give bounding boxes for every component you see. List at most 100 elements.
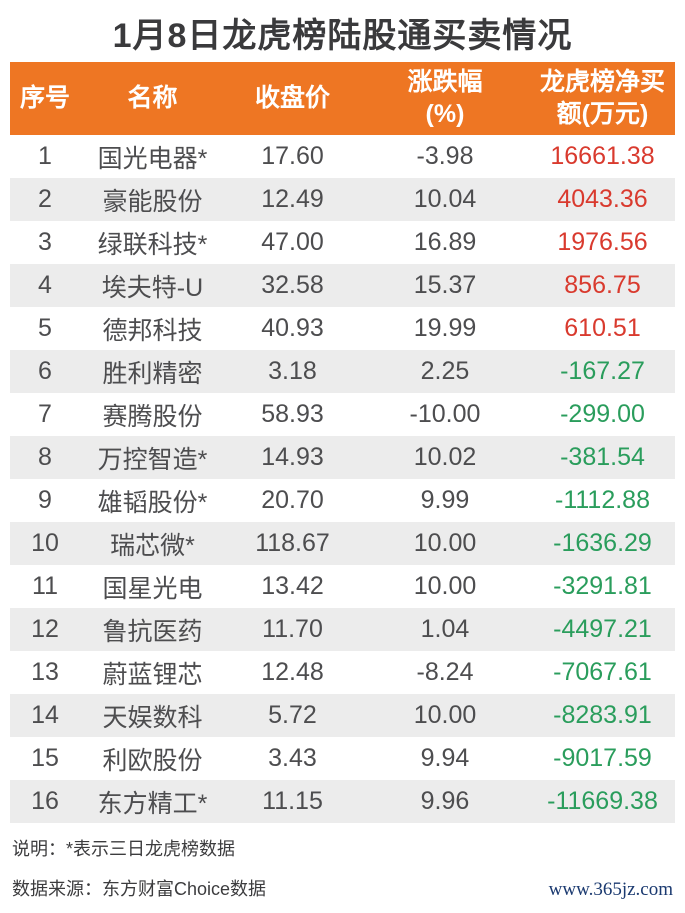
close-price: 13.42	[261, 572, 324, 600]
site-link[interactable]: www.365jz.com	[548, 879, 673, 900]
change-percent: 10.02	[413, 443, 477, 471]
table-header: 序号 名称 收盘价 涨跌幅 (%) 龙虎榜净买 额(万元)	[10, 62, 675, 135]
table-row: 16 东方精工* 11.15 9.96 -11669.38	[10, 780, 675, 823]
row-index: 2	[38, 185, 52, 213]
stock-name: 国光电器*	[97, 144, 208, 173]
net-buy-amount: -3291.81	[553, 572, 652, 600]
row-index: 16	[31, 787, 59, 815]
change-percent: -10.00	[409, 400, 481, 428]
close-price: 3.43	[268, 744, 317, 772]
table-row: 5 德邦科技 40.93 19.99 610.51	[10, 307, 675, 350]
stock-name: 蔚蓝锂芯	[102, 660, 203, 689]
close-price: 12.49	[261, 185, 324, 213]
change-percent: 10.00	[413, 701, 477, 729]
change-percent: 1.04	[420, 615, 470, 643]
row-index: 11	[32, 572, 58, 600]
stock-name: 万控智造*	[97, 445, 208, 474]
source-row: 数据来源：东方财富Choice数据 www.365jz.com	[12, 869, 673, 909]
net-buy-amount: -167.27	[560, 357, 645, 385]
net-buy-amount: 4043.36	[557, 185, 648, 213]
stocks-table: 序号 名称 收盘价 涨跌幅 (%) 龙虎榜净买 额(万元) 1 国光电器* 17.6…	[10, 62, 675, 823]
row-index: 6	[38, 357, 52, 385]
row-index: 9	[38, 486, 52, 514]
change-percent: 15.37	[413, 271, 477, 299]
close-price: 3.18	[268, 357, 317, 385]
table-row: 7 赛腾股份 58.93 -10.00 -299.00	[10, 393, 675, 436]
change-percent: 16.89	[413, 228, 477, 256]
close-price: 58.93	[261, 400, 324, 428]
row-index: 15	[31, 744, 59, 772]
net-buy-amount: -1112.88	[555, 486, 650, 514]
table-row: 13 蔚蓝锂芯 12.48 -8.24 -7067.61	[10, 651, 675, 694]
stock-name: 埃夫特-U	[101, 273, 204, 302]
close-price: 118.67	[255, 529, 330, 557]
stock-name: 赛腾股份	[102, 402, 203, 431]
change-percent: 2.25	[420, 357, 470, 385]
net-buy-amount: -299.00	[560, 400, 645, 428]
stock-name: 鲁抗医药	[102, 617, 203, 646]
change-percent: 19.99	[413, 314, 477, 342]
table-row: 14 天娱数科 5.72 10.00 -8283.91	[10, 694, 675, 737]
header-row: 序号 名称 收盘价 涨跌幅 (%) 龙虎榜净买 额(万元)	[10, 62, 675, 135]
row-index: 14	[31, 701, 59, 729]
change-percent: 10.04	[413, 185, 477, 213]
change-percent: 9.94	[420, 744, 470, 772]
stock-name: 雄韬股份*	[97, 488, 208, 517]
change-percent: -8.24	[416, 658, 474, 686]
net-buy-amount: -11669.38	[547, 787, 658, 815]
row-index: 10	[31, 529, 59, 557]
row-index: 7	[38, 400, 52, 428]
net-buy-amount: 610.51	[564, 314, 641, 342]
source-text: 数据来源：东方财富Choice数据	[12, 879, 267, 899]
stock-name: 国星光电	[102, 574, 203, 603]
close-price: 17.60	[261, 142, 324, 170]
col-header-change-pct: 涨跌幅 (%)	[360, 62, 530, 135]
page-title: 1月8日龙虎榜陆股通买卖情况	[112, 17, 573, 55]
footer: 说明：*表示三日龙虎榜数据 数据来源：东方财富Choice数据 www.365j…	[12, 829, 673, 909]
net-buy-amount: 16661.38	[550, 142, 655, 170]
change-percent: 10.00	[413, 572, 477, 600]
net-buy-amount: 1976.56	[557, 228, 648, 256]
net-buy-amount: -9017.59	[553, 744, 652, 772]
close-price: 11.70	[262, 615, 323, 643]
stock-name: 胜利精密	[102, 359, 203, 388]
stock-name: 利欧股份	[102, 746, 203, 775]
change-percent: -3.98	[416, 142, 474, 170]
stock-name: 豪能股份	[102, 187, 203, 216]
row-index: 13	[31, 658, 59, 686]
change-percent: 9.96	[420, 787, 470, 815]
stock-name: 东方精工*	[97, 789, 208, 818]
change-percent: 10.00	[413, 529, 477, 557]
close-price: 11.15	[262, 787, 323, 815]
close-price: 5.72	[268, 701, 317, 729]
row-index: 8	[38, 443, 52, 471]
col-header-name: 名称	[80, 62, 225, 135]
table-row: 9 雄韬股份* 20.70 9.99 -1112.88	[10, 479, 675, 522]
col-header-index: 序号	[10, 62, 80, 135]
row-index: 3	[38, 228, 52, 256]
row-index: 12	[31, 615, 59, 643]
table-row: 11 国星光电 13.42 10.00 -3291.81	[10, 565, 675, 608]
table-row: 12 鲁抗医药 11.70 1.04 -4497.21	[10, 608, 675, 651]
table-row: 10 瑞芯微* 118.67 10.00 -1636.29	[10, 522, 675, 565]
close-price: 20.70	[261, 486, 324, 514]
stock-name: 瑞芯微*	[110, 531, 195, 560]
col-header-net-buy: 龙虎榜净买 额(万元)	[530, 62, 675, 135]
close-price: 32.58	[261, 271, 324, 299]
row-index: 4	[38, 271, 52, 299]
table-row: 8 万控智造* 14.93 10.02 -381.54	[10, 436, 675, 479]
table-row: 15 利欧股份 3.43 9.94 -9017.59	[10, 737, 675, 780]
stock-name: 德邦科技	[102, 316, 203, 345]
table-row: 2 豪能股份 12.49 10.04 4043.36	[10, 178, 675, 221]
net-buy-amount: 856.75	[564, 271, 641, 299]
table-row: 6 胜利精密 3.18 2.25 -167.27	[10, 350, 675, 393]
table-row: 3 绿联科技* 47.00 16.89 1976.56	[10, 221, 675, 264]
net-buy-amount: -8283.91	[553, 701, 652, 729]
net-buy-amount: -381.54	[560, 443, 645, 471]
stock-name: 天娱数科	[102, 703, 203, 732]
net-buy-amount: -4497.21	[553, 615, 652, 643]
net-buy-amount: -1636.29	[553, 529, 652, 557]
table-body: 1 国光电器* 17.60 -3.98 16661.38 2 豪能股份 12.49 10.04 4…	[10, 135, 675, 823]
close-price: 14.93	[261, 443, 324, 471]
